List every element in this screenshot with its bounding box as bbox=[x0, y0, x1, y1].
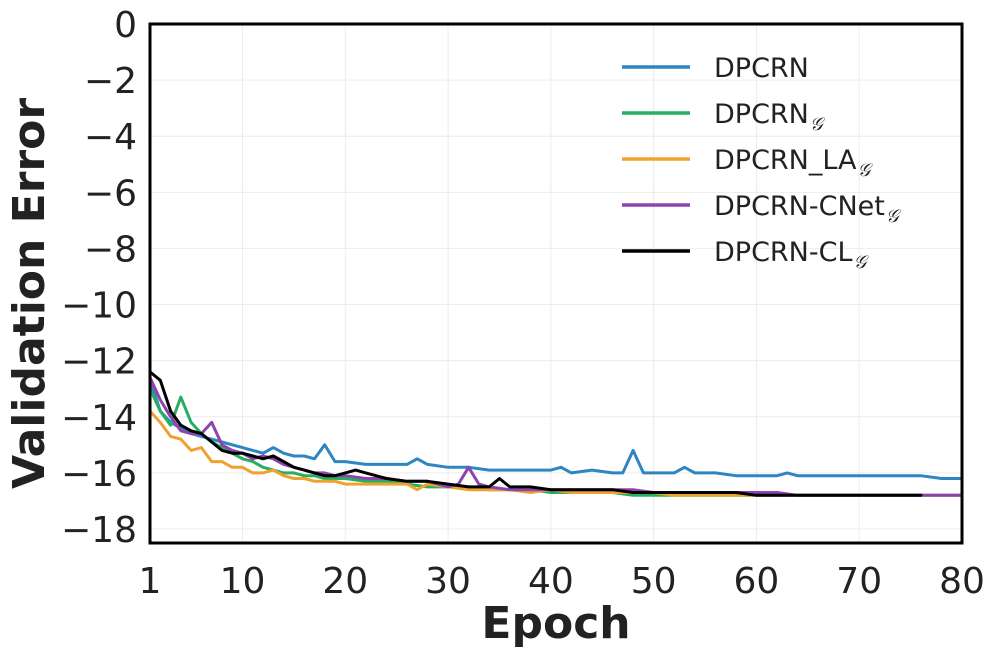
y-tick-label: −2 bbox=[84, 61, 137, 102]
legend-label-subscript: 𝒢 bbox=[854, 252, 870, 273]
x-tick-label: 80 bbox=[939, 561, 985, 602]
y-tick-label: −8 bbox=[84, 229, 137, 270]
x-tick-label: 30 bbox=[425, 561, 471, 602]
legend-item-2: DPCRN_LA 𝒢 bbox=[622, 145, 874, 181]
x-axis-label: Epoch bbox=[481, 598, 630, 649]
x-tick-label: 70 bbox=[836, 561, 882, 602]
y-tick-label: −10 bbox=[61, 286, 137, 327]
legend-label-subscript: 𝒢 bbox=[810, 114, 826, 135]
x-tick-labels: 1 10 20 30 40 50 60 70 80 bbox=[139, 561, 985, 602]
legend-item-3: DPCRN-CNet 𝒢 bbox=[622, 191, 902, 227]
y-tick-labels: 0 −2 −4 −6 −8 −10 −12 −14 −16 −18 bbox=[61, 5, 137, 551]
y-tick-label: 0 bbox=[114, 5, 137, 46]
y-tick-label: −18 bbox=[61, 510, 137, 551]
grid-lines bbox=[149, 23, 963, 543]
x-tick-label: 50 bbox=[631, 561, 677, 602]
plot-frame bbox=[148, 22, 964, 545]
series-line-1 bbox=[148, 387, 964, 497]
y-tick-label: −14 bbox=[61, 398, 137, 439]
y-tick-label: −16 bbox=[61, 454, 137, 495]
series-line-4 bbox=[148, 370, 923, 497]
x-tick-label: 60 bbox=[734, 561, 780, 602]
y-tick-label: −4 bbox=[84, 117, 137, 158]
legend-label: DPCRN bbox=[714, 99, 809, 130]
series-line-3 bbox=[148, 376, 964, 497]
x-tick-label: 1 bbox=[139, 561, 162, 602]
legend-label: DPCRN bbox=[714, 53, 809, 84]
x-tick-label: 40 bbox=[528, 561, 574, 602]
legend-item-0: DPCRN bbox=[622, 53, 809, 84]
series-line-0 bbox=[148, 378, 964, 480]
legend-label: DPCRN-CL bbox=[714, 237, 853, 268]
x-tick-label: 10 bbox=[220, 561, 266, 602]
x-tick-label: 20 bbox=[322, 561, 368, 602]
legend-label: DPCRN-CNet bbox=[714, 191, 885, 222]
legend-label: DPCRN_LA bbox=[714, 145, 857, 176]
legend-item-4: DPCRN-CL 𝒢 bbox=[622, 237, 870, 273]
series-lines bbox=[148, 370, 964, 497]
y-tick-label: −12 bbox=[61, 342, 137, 383]
legend-item-1: DPCRN 𝒢 bbox=[622, 99, 826, 135]
y-tick-label: −6 bbox=[84, 173, 137, 214]
y-axis-label: Validation Error bbox=[4, 98, 55, 489]
legend-label-subscript: 𝒢 bbox=[886, 206, 902, 227]
legend-label-subscript: 𝒢 bbox=[858, 160, 874, 181]
